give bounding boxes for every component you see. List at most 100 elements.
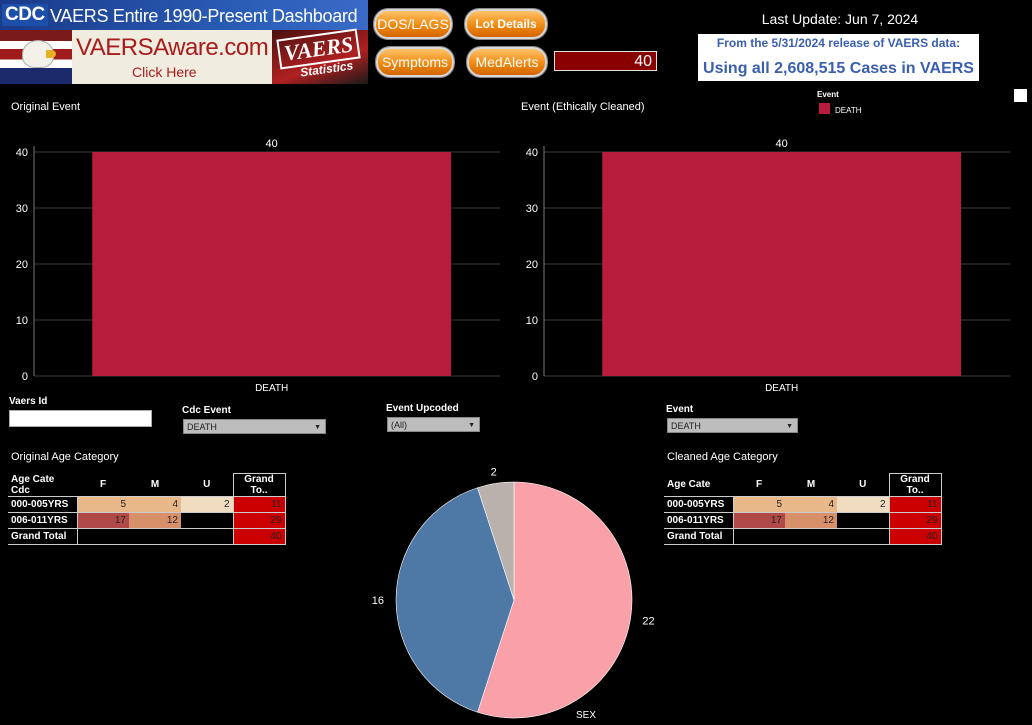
heat-cell <box>181 512 233 529</box>
grand-total-cell: 29 <box>888 512 942 529</box>
heat-cell: 2 <box>181 496 233 513</box>
pie-slice-label: 22 <box>642 615 654 627</box>
event-upcoded-value: (All) <box>391 420 407 430</box>
table-header-cell: U <box>203 479 211 491</box>
symptoms-button[interactable]: Symptoms <box>376 47 454 77</box>
bar-death[interactable] <box>602 152 962 376</box>
legend-title: Event <box>817 90 839 99</box>
original-age-table: Age Cate Cdc F M U Grand To.. 000-005YRS 5 4 2 11… <box>8 473 286 545</box>
eagle-flag-logo <box>0 30 72 84</box>
original-age-table-title: Original Age Category <box>11 451 119 463</box>
y-tick-label: 30 <box>16 203 28 215</box>
pie-slice-label: 2 <box>491 467 497 479</box>
y-tick-label: 40 <box>16 147 28 159</box>
chart-title-cleaned-event: Event (Ethically Cleaned) <box>521 101 645 113</box>
table-header-cell: Grand To.. <box>232 473 286 497</box>
event-upcoded-label: Event Upcoded <box>386 403 459 414</box>
bar-data-label: 40 <box>776 138 788 150</box>
chart-title-original-event: Original Event <box>11 101 81 113</box>
pie-svg: 22 16 2 SEX <box>372 467 655 721</box>
table-header-cell: Age Cate <box>667 479 711 491</box>
table-row[interactable]: 006-011YRS 17 12 29 <box>664 512 942 529</box>
chevron-down-icon: ▼ <box>468 422 475 429</box>
legend-swatch-death[interactable] <box>819 103 830 114</box>
table-header-cell: Age Cate Cdc <box>11 473 55 496</box>
heat-cell <box>181 528 233 545</box>
chevron-down-icon: ▼ <box>786 423 793 430</box>
table-row[interactable]: 006-011YRS 17 12 29 <box>8 512 286 529</box>
cleaned-event-chart: 0 10 20 30 40 40 DEATH <box>510 120 1022 400</box>
event-filter-label: Event <box>666 404 694 415</box>
release-line-1: From the 5/31/2024 release of VAERS data… <box>716 36 961 50</box>
event-filter-select[interactable]: DEATH ▼ <box>667 418 798 433</box>
grand-total-cell: 40 <box>232 528 286 545</box>
record-count-display: 40 <box>554 51 657 71</box>
heat-cell: 17 <box>733 512 785 529</box>
pie-slice-u[interactable] <box>477 481 515 601</box>
banner-title-bar <box>0 0 368 30</box>
dashboard-banner[interactable]: CDC VAERS Entire 1990-Present Dashboard … <box>0 0 368 84</box>
medalerts-button[interactable]: MedAlerts <box>467 47 547 77</box>
pie-slice-f[interactable] <box>477 481 633 719</box>
bar-death[interactable] <box>92 152 452 376</box>
table-header-row: Age Cate F M U Grand To.. <box>664 473 942 497</box>
grand-total-cell: 11 <box>888 496 942 513</box>
y-tick-label: 20 <box>526 259 538 271</box>
table-row[interactable]: Grand Total 40 <box>664 528 942 545</box>
row-header-cell: 006-011YRS <box>664 512 734 529</box>
table-header-cell: M <box>150 479 160 491</box>
heat-cell: 5 <box>77 496 129 513</box>
pie-label-sex: SEX <box>576 710 596 720</box>
heat-cell <box>733 528 785 545</box>
heat-cell: 5 <box>733 496 785 513</box>
dos-lags-button[interactable]: DOS/LAGS <box>374 9 452 39</box>
x-category-label: DEATH <box>765 383 798 394</box>
heat-cell <box>129 528 181 545</box>
cdc-event-select[interactable]: DEATH ▼ <box>183 419 326 434</box>
table-header-cell: Grand To.. <box>888 473 942 497</box>
bar-chart-svg: 0 10 20 30 40 40 DEATH <box>16 138 500 394</box>
y-tick-label: 0 <box>22 371 28 383</box>
heat-cell: 12 <box>129 512 181 529</box>
bar-data-label: 40 <box>266 138 278 150</box>
grand-total-cell: 11 <box>232 496 286 513</box>
heat-cell <box>837 512 889 529</box>
vaers-id-input[interactable] <box>9 410 152 427</box>
table-row[interactable]: Grand Total 40 <box>8 528 286 545</box>
event-upcoded-select[interactable]: (All) ▼ <box>387 417 480 432</box>
y-tick-label: 10 <box>526 315 538 327</box>
legend-label-death: DEATH <box>835 106 862 115</box>
y-tick-label: 0 <box>532 371 538 383</box>
row-header-cell: 006-011YRS <box>8 512 78 529</box>
table-header-row: Age Cate Cdc F M U Grand To.. <box>8 473 286 497</box>
pie-slice-m[interactable] <box>395 487 515 713</box>
bar-chart-svg: 0 10 20 30 40 40 DEATH <box>526 138 1010 394</box>
y-tick-label: 20 <box>16 259 28 271</box>
table-header-cell: F <box>755 479 763 491</box>
chevron-down-icon: ▼ <box>314 424 321 431</box>
y-tick-label: 10 <box>16 315 28 327</box>
x-category-label: DEATH <box>255 383 288 394</box>
vaers-statistics-logo[interactable]: VAERS Statistics <box>272 28 368 84</box>
last-update-text: Last Update: Jun 7, 2024 <box>761 11 919 27</box>
cdc-logo: CDC <box>2 4 48 26</box>
white-toggle-square[interactable] <box>1014 89 1027 102</box>
heat-cell: 12 <box>785 512 837 529</box>
heat-cell: 4 <box>129 496 181 513</box>
grand-total-cell: 40 <box>888 528 942 545</box>
vaersaware-link[interactable]: VAERSAware.com Click Here <box>72 30 272 84</box>
heat-cell: 4 <box>785 496 837 513</box>
release-info-box: From the 5/31/2024 release of VAERS data… <box>698 34 979 81</box>
sex-pie-chart: 22 16 2 SEX <box>370 462 660 721</box>
row-header-cell: Grand Total <box>8 528 78 545</box>
table-row[interactable]: 000-005YRS 5 4 2 11 <box>664 496 942 513</box>
table-header-cell: M <box>806 479 816 491</box>
table-row[interactable]: 000-005YRS 5 4 2 11 <box>8 496 286 513</box>
y-tick-label: 30 <box>526 203 538 215</box>
vaersaware-link-text: VAERSAware.com <box>76 34 269 61</box>
pie-slice-label: 16 <box>372 595 384 607</box>
heat-cell <box>77 528 129 545</box>
row-header-cell: Grand Total <box>664 528 734 545</box>
lot-details-button[interactable]: Lot Details <box>465 9 547 39</box>
y-tick-label: 40 <box>526 147 538 159</box>
